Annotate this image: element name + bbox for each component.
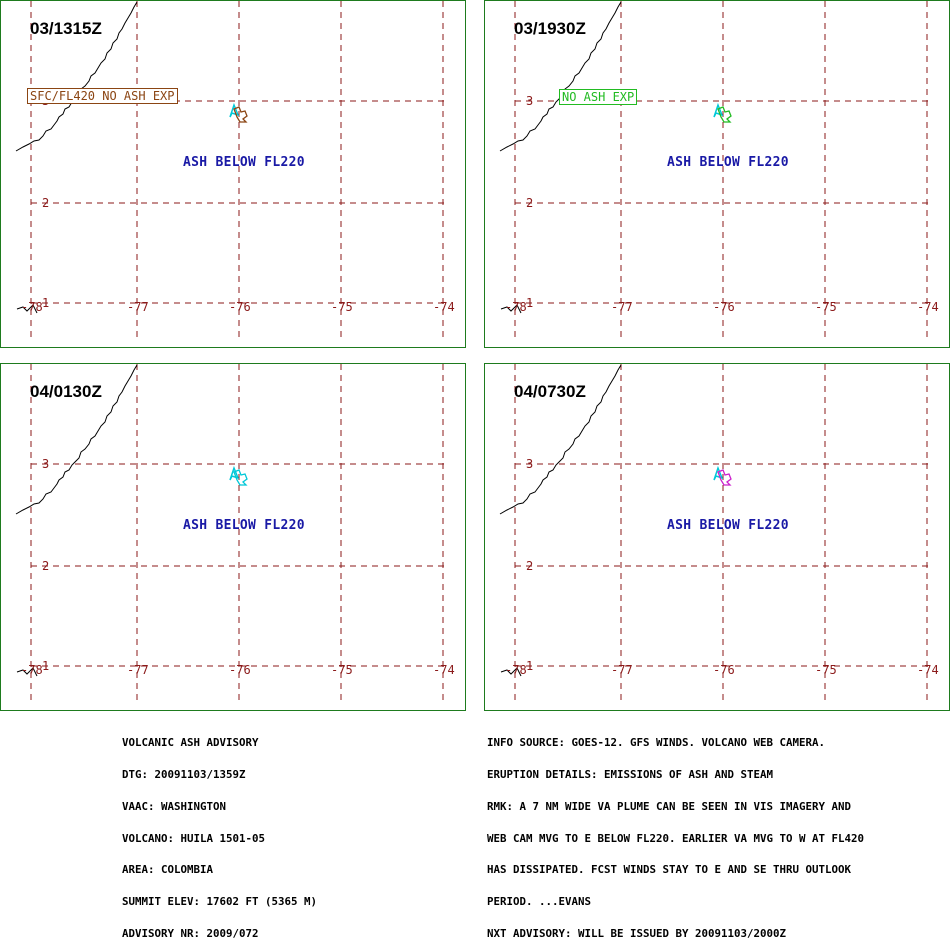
altitude-tag: SFC/FL420 NO ASH EXP xyxy=(27,88,178,104)
longitude-tick-label: -78 xyxy=(21,663,43,677)
longitude-tick-label: -78 xyxy=(505,300,527,314)
map-panel-4: -78 -77 -76 -75 -74 3 2 1 04/0730Z ASH BELOW FL… xyxy=(484,363,950,711)
longitude-tick-label: -75 xyxy=(331,663,353,677)
advisory-line: SUMMIT ELEV: 17602 FT (5365 M) xyxy=(122,895,318,909)
forecast-time: 04/0130Z xyxy=(30,382,102,401)
ash-label: ASH BELOW FL220 xyxy=(183,155,305,170)
latitude-tick-label: 3 xyxy=(526,457,533,471)
ash-plume xyxy=(233,106,248,123)
ash-label: ASH BELOW FL220 xyxy=(183,518,305,533)
advisory-line: AREA: COLOMBIA xyxy=(122,863,214,877)
longitude-tick-label: -74 xyxy=(917,663,939,677)
advisory-line: INFO SOURCE: GOES-12. GFS WINDS. VOLCANO… xyxy=(487,736,826,750)
ash-plume xyxy=(717,106,732,123)
coastline xyxy=(15,1,138,152)
longitude-tick-label: -76 xyxy=(229,663,251,677)
advisory-line: VAAC: WASHINGTON xyxy=(122,799,227,813)
advisory-line: HAS DISSIPATED. FCST WINDS STAY TO E AND… xyxy=(487,863,852,877)
coastline xyxy=(500,667,522,677)
longitude-tick-label: -75 xyxy=(815,663,837,677)
advisory-header-block: VOLCANIC ASH ADVISORY DTG: 20091103/1359… xyxy=(122,717,317,950)
coastline xyxy=(500,304,522,314)
longitude-tick-label: -76 xyxy=(713,663,735,677)
longitude-tick-label: -78 xyxy=(21,300,43,314)
ash-label: ASH BELOW FL220 xyxy=(667,155,789,170)
map-panel-2: -78 -77 -76 -75 -74 3 2 1 03/1930Z ASH BELOW FL… xyxy=(484,0,950,348)
map-canvas: -78 -77 -76 -75 -74 3 2 1 xyxy=(15,364,455,704)
latitude-tick-label: 1 xyxy=(42,659,49,673)
advisory-line: WEB CAM MVG TO E BELOW FL220. EARLIER VA… xyxy=(487,831,865,845)
longitude-tick-label: -75 xyxy=(331,300,353,314)
coastline xyxy=(499,1,622,152)
forecast-time: 04/0730Z xyxy=(514,382,586,401)
longitude-tick-label: -76 xyxy=(229,300,251,314)
coastline xyxy=(15,364,138,515)
latitude-tick-label: 1 xyxy=(42,296,49,310)
longitude-tick-label: -77 xyxy=(127,663,149,677)
latitude-tick-label: 2 xyxy=(526,559,533,573)
latitude-tick-label: 1 xyxy=(526,659,533,673)
volcano-marker xyxy=(713,465,724,481)
longitude-tick-label: -78 xyxy=(505,663,527,677)
ash-label: ASH BELOW FL220 xyxy=(667,518,789,533)
longitude-tick-label: -76 xyxy=(713,300,735,314)
coastline xyxy=(16,667,38,677)
forecast-time: 03/1315Z xyxy=(30,19,102,38)
longitude-tick-label: -77 xyxy=(127,300,149,314)
latitude-tick-label: 2 xyxy=(42,196,49,210)
coastline xyxy=(499,364,622,515)
latitude-tick-label: 1 xyxy=(526,296,533,310)
latitude-tick-label: 2 xyxy=(526,196,533,210)
volcano-marker xyxy=(229,465,240,481)
map-canvas: -78 -77 -76 -75 -74 3 2 1 xyxy=(499,1,939,341)
latitude-tick-label: 3 xyxy=(526,94,533,108)
advisory-line: RMK: A 7 NM WIDE VA PLUME CAN BE SEEN IN… xyxy=(487,799,852,813)
volcano-marker xyxy=(713,102,724,118)
advisory-line: VOLCANIC ASH ADVISORY xyxy=(122,736,259,750)
longitude-tick-label: -77 xyxy=(611,663,633,677)
advisory-line: ADVISORY NR: 2009/072 xyxy=(122,926,259,940)
map-panel-3: -78 -77 -76 -75 -74 3 2 1 04/0130Z ASH BELOW FL… xyxy=(0,363,466,711)
longitude-tick-label: -77 xyxy=(611,300,633,314)
longitude-tick-label: -75 xyxy=(815,300,837,314)
advisory-remarks-block: INFO SOURCE: GOES-12. GFS WINDS. VOLCANO… xyxy=(487,717,864,950)
advisory-line: VOLCANO: HUILA 1501-05 xyxy=(122,831,266,845)
longitude-tick-label: -74 xyxy=(917,300,939,314)
forecast-time: 03/1930Z xyxy=(514,19,586,38)
advisory-line: ERUPTION DETAILS: EMISSIONS OF ASH AND S… xyxy=(487,767,774,781)
latitude-tick-label: 2 xyxy=(42,559,49,573)
advisory-line: DTG: 20091103/1359Z xyxy=(122,767,246,781)
longitude-tick-label: -74 xyxy=(433,663,455,677)
map-canvas: -78 -77 -76 -75 -74 3 2 1 xyxy=(499,364,939,704)
coastline xyxy=(16,304,38,314)
latitude-tick-label: 3 xyxy=(42,457,49,471)
ash-plume xyxy=(233,469,248,486)
longitude-tick-label: -74 xyxy=(433,300,455,314)
advisory-line: NXT ADVISORY: WILL BE ISSUED BY 20091103… xyxy=(487,926,787,940)
volcano-marker xyxy=(229,102,240,118)
ash-plume xyxy=(717,469,732,486)
advisory-line: PERIOD. ...EVANS xyxy=(487,895,592,909)
altitude-tag: NO ASH EXP xyxy=(559,89,638,105)
